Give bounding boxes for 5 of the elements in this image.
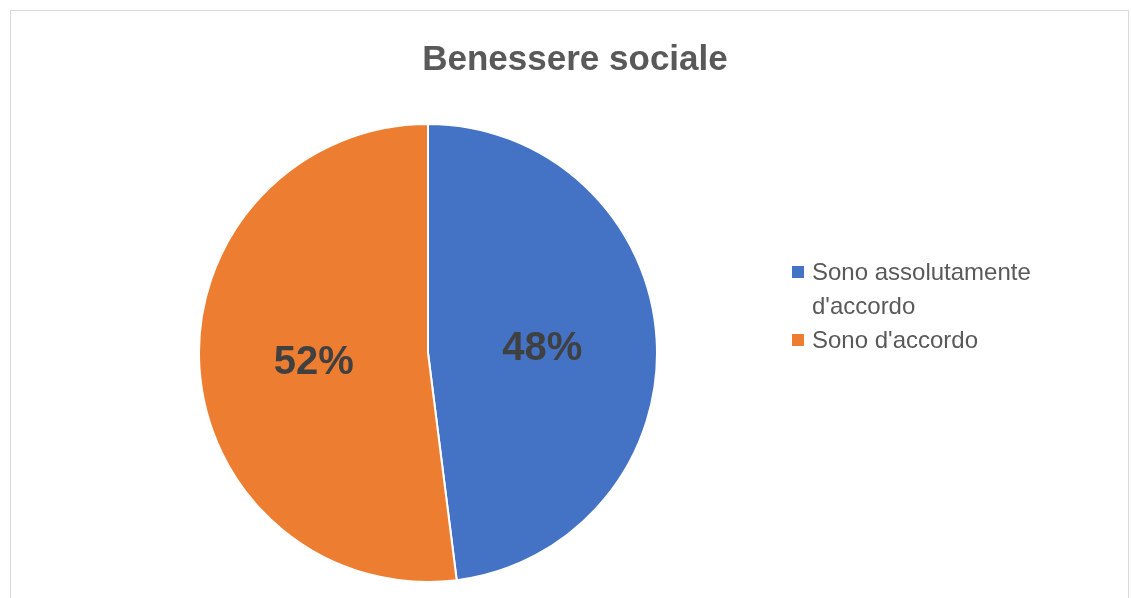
data-label: 52% — [273, 338, 354, 383]
legend-label: Sono assolutamente d'accordo — [812, 257, 1032, 321]
data-label: 48% — [502, 323, 583, 368]
legend-label: Sono d'accordo — [812, 325, 979, 355]
chart-title: Benessere sociale — [421, 38, 729, 78]
